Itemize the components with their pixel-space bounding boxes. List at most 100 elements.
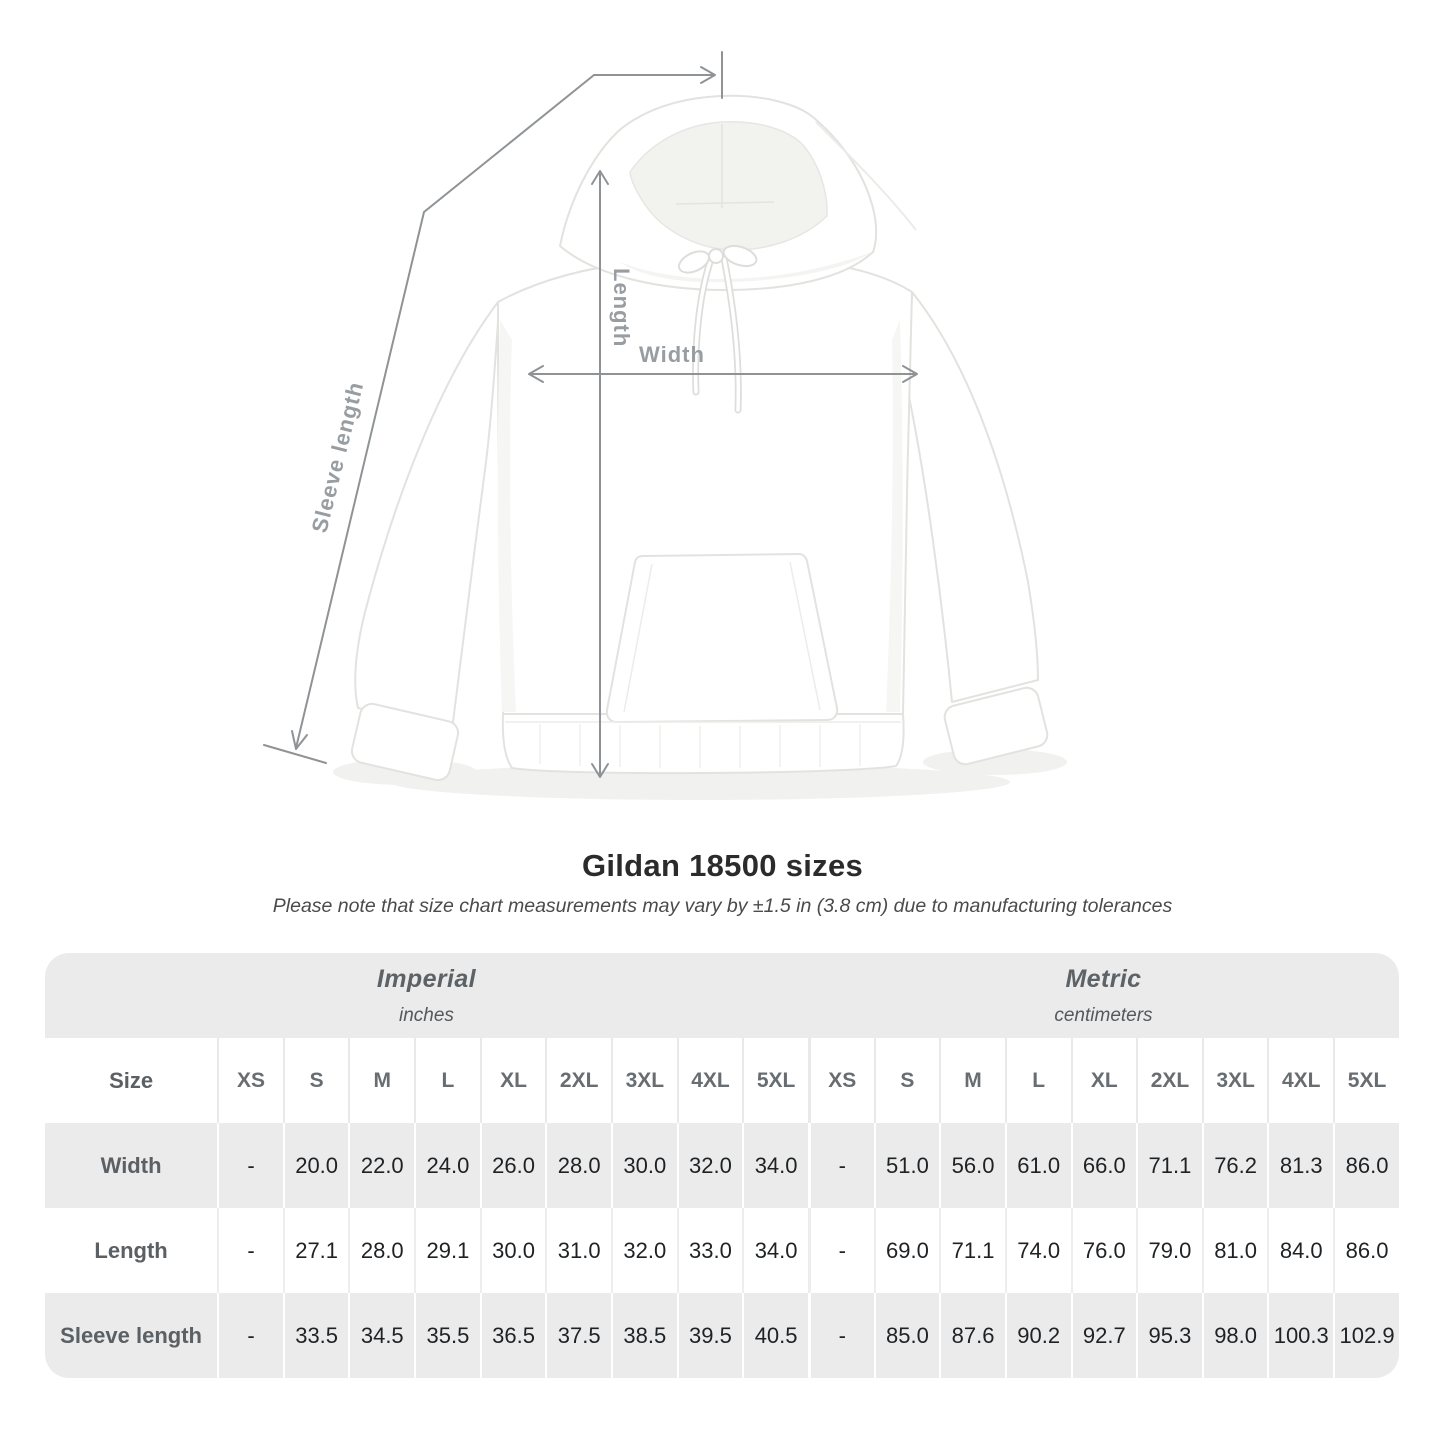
length-row: Length - 27.1 28.0 29.1 30.0 31.0 32.0 3…	[45, 1208, 1399, 1293]
value-cell: 51.0	[873, 1123, 940, 1208]
value-cell: 20.0	[282, 1123, 349, 1208]
size-header-cell: 2XL	[545, 1038, 611, 1123]
size-column-header: Size	[45, 1038, 218, 1123]
size-header-cell: 5XL	[1333, 1038, 1399, 1123]
value-cell: 76.2	[1201, 1123, 1268, 1208]
row-label: Width	[45, 1123, 218, 1208]
page-title: Gildan 18500 sizes	[581, 848, 864, 883]
sleeve-length-arrow	[263, 51, 723, 764]
size-header-cell: 3XL	[1201, 1038, 1268, 1123]
value-cell: 66.0	[1070, 1123, 1137, 1208]
row-label: Length	[45, 1208, 218, 1293]
size-header-cell: XL	[479, 1038, 546, 1123]
value-cell: 33.5	[282, 1293, 349, 1378]
hoodie-hem-band	[501, 713, 905, 775]
width-measure-label: Width	[639, 342, 705, 367]
value-cell: 85.0	[873, 1293, 940, 1378]
length-measure-label: Length	[609, 268, 634, 347]
size-header-cell: L	[1004, 1038, 1071, 1123]
value-cell: 24.0	[414, 1123, 480, 1208]
width-row: Width - 20.0 22.0 24.0 26.0 28.0 30.0 32…	[45, 1123, 1399, 1208]
value-cell: 98.0	[1201, 1293, 1268, 1378]
value-cell: 30.0	[479, 1208, 546, 1293]
size-header-cell: XS	[217, 1038, 283, 1123]
value-cell: 31.0	[545, 1208, 611, 1293]
value-cell: 40.5	[742, 1293, 808, 1378]
hoodie-right-sleeve	[907, 291, 1039, 703]
size-header-cell: L	[414, 1038, 480, 1123]
value-cell: -	[807, 1123, 874, 1208]
value-cell: 28.0	[545, 1123, 611, 1208]
metric-group-header: Metric centimeters	[807, 953, 1399, 1038]
value-cell: 36.5	[479, 1293, 546, 1378]
page-subtitle: Please note that size chart measurements…	[272, 895, 1173, 917]
size-chart-table: Imperial inches Metric centimeters Size …	[45, 953, 1399, 1378]
size-header-cell: XL	[1070, 1038, 1137, 1123]
value-cell: 86.0	[1333, 1208, 1399, 1293]
unit-group-row: Imperial inches Metric centimeters	[45, 953, 1399, 1038]
value-cell: 100.3	[1267, 1293, 1334, 1378]
value-cell: 81.3	[1267, 1123, 1334, 1208]
imperial-group-unit: inches	[399, 1004, 454, 1026]
value-cell: 37.5	[545, 1293, 611, 1378]
value-cell: 56.0	[939, 1123, 1005, 1208]
value-cell: 39.5	[676, 1293, 743, 1378]
value-cell: 81.0	[1201, 1208, 1268, 1293]
value-cell: 74.0	[1004, 1208, 1071, 1293]
value-cell: 34.0	[742, 1123, 808, 1208]
hoodie-left-cuff	[350, 702, 460, 782]
value-cell: 33.0	[676, 1208, 743, 1293]
value-cell: 76.0	[1070, 1208, 1137, 1293]
value-cell: 86.0	[1333, 1123, 1399, 1208]
hood-interior	[629, 121, 828, 251]
size-header-cell: M	[939, 1038, 1005, 1123]
size-header-cell: XS	[807, 1038, 874, 1123]
size-header-cell: 2XL	[1136, 1038, 1202, 1123]
value-cell: 71.1	[1136, 1123, 1202, 1208]
value-cell: 35.5	[414, 1293, 480, 1378]
value-cell: 69.0	[873, 1208, 940, 1293]
value-cell: 34.5	[348, 1293, 415, 1378]
imperial-group-title: Imperial	[376, 964, 476, 993]
value-cell: 34.0	[742, 1208, 808, 1293]
value-cell: -	[217, 1123, 283, 1208]
sleeve-length-row: Sleeve length - 33.5 34.5 35.5 36.5 37.5…	[45, 1293, 1399, 1378]
value-cell: 87.6	[939, 1293, 1005, 1378]
value-cell: 27.1	[282, 1208, 349, 1293]
value-cell: 32.0	[611, 1208, 677, 1293]
sleeve-length-measure-label: Sleeve length	[307, 379, 369, 535]
imperial-group-header: Imperial inches	[45, 953, 808, 1038]
value-cell: 32.0	[676, 1123, 743, 1208]
size-header-cell: S	[282, 1038, 349, 1123]
value-cell: -	[217, 1293, 283, 1378]
hoodie-right-cuff	[943, 686, 1049, 766]
value-cell: 79.0	[1136, 1208, 1202, 1293]
length-arrow	[591, 170, 609, 778]
hoodie-seams	[505, 121, 917, 768]
value-cell: 92.7	[1070, 1293, 1137, 1378]
hoodie-pocket	[605, 553, 839, 723]
size-header-cell: 5XL	[742, 1038, 808, 1123]
value-cell: -	[807, 1208, 874, 1293]
metric-group-title: Metric	[1065, 964, 1142, 993]
value-cell: 61.0	[1004, 1123, 1071, 1208]
hoodie-shading	[497, 252, 903, 712]
value-cell: 71.1	[939, 1208, 1005, 1293]
value-cell: 95.3	[1136, 1293, 1202, 1378]
sizes-header-row: Size XS S M L XL 2XL 3XL 4XL 5XL XS S M …	[45, 1038, 1399, 1123]
value-cell: 38.5	[611, 1293, 677, 1378]
measurement-arrows	[263, 51, 918, 778]
value-cell: 102.9	[1333, 1293, 1399, 1378]
value-cell: 29.1	[414, 1208, 480, 1293]
hoodie-left-sleeve	[354, 301, 499, 731]
width-arrow	[528, 365, 918, 383]
size-header-cell: 4XL	[676, 1038, 743, 1123]
size-header-cell: 4XL	[1267, 1038, 1334, 1123]
metric-group-unit: centimeters	[1054, 1004, 1153, 1026]
hoodie-image	[350, 94, 1049, 782]
size-header-cell: 3XL	[611, 1038, 677, 1123]
row-label: Sleeve length	[45, 1293, 218, 1378]
size-header-cell: M	[348, 1038, 415, 1123]
value-cell: 90.2	[1004, 1293, 1071, 1378]
